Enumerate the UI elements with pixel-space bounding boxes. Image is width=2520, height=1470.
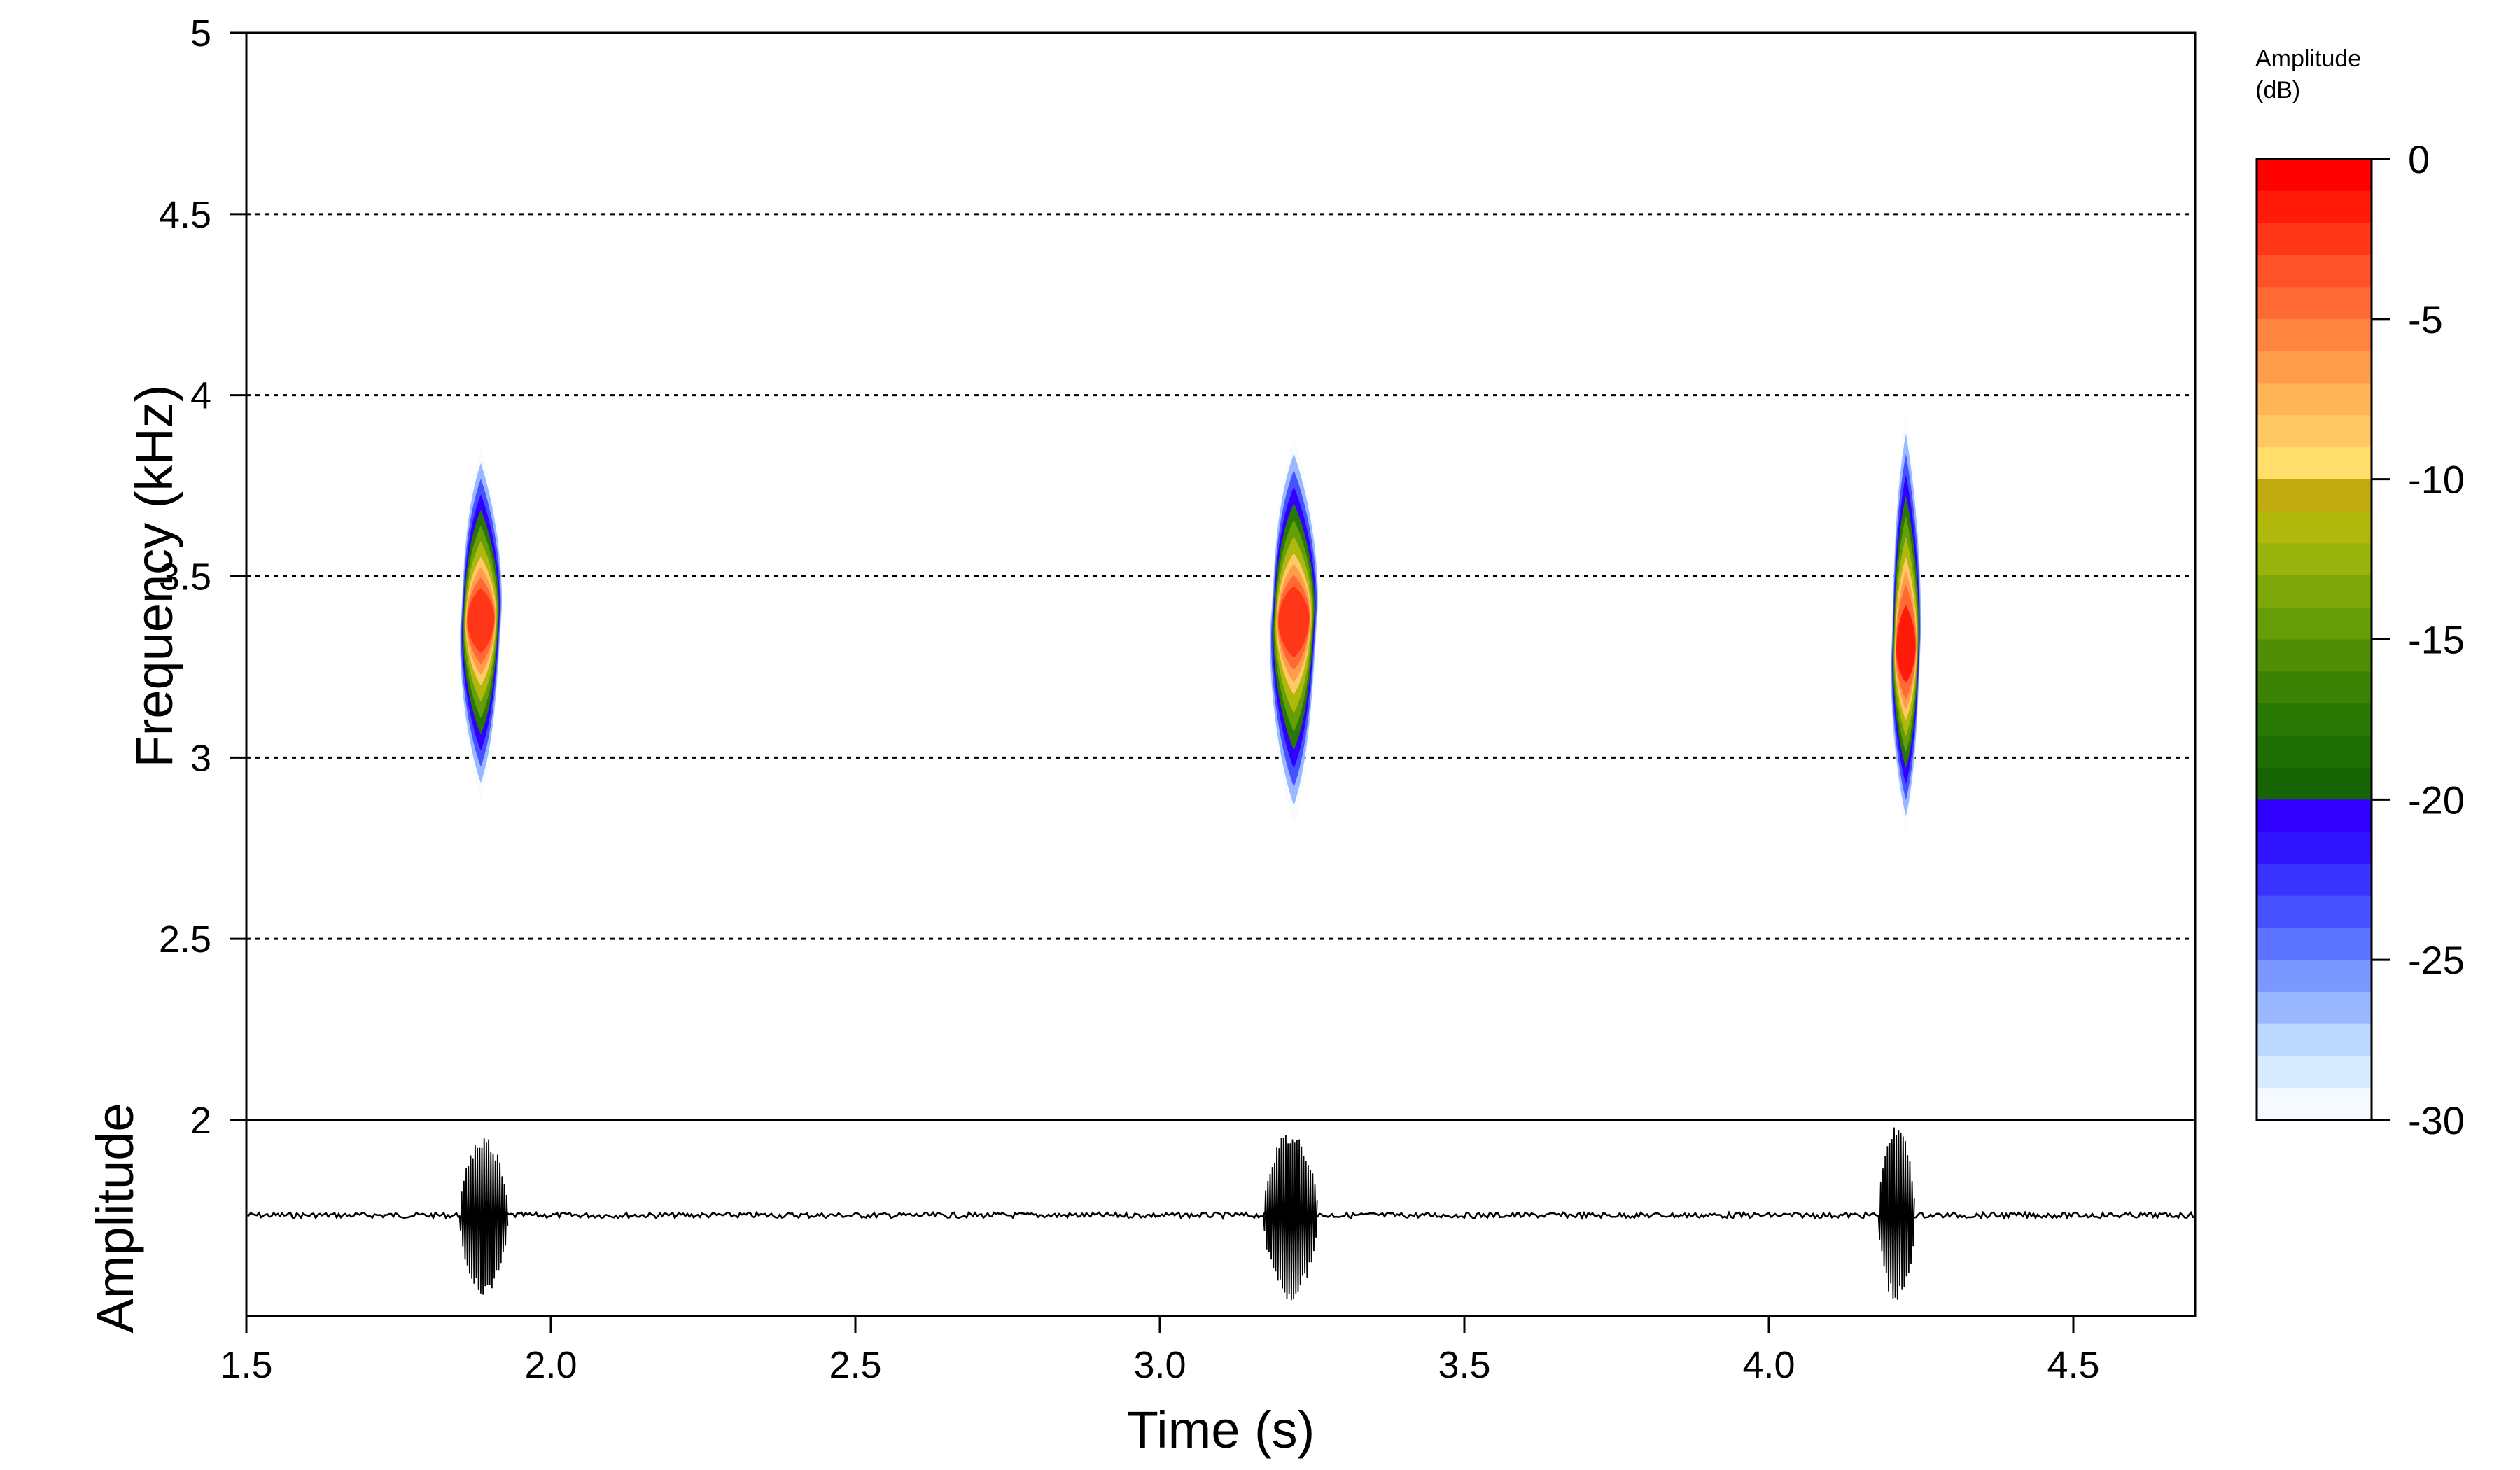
colorbar-title: Amplitude <box>2255 46 2361 72</box>
colorbar-segment <box>2257 511 2372 544</box>
y-axis-title-amplitude: Amplitude <box>86 1102 144 1333</box>
colorbar-segment <box>2257 832 2372 864</box>
oscillogram-frame <box>245 1119 2197 1317</box>
call-contour <box>467 587 495 654</box>
y-tick-label: 5 <box>190 13 211 55</box>
colorbar-segment <box>2257 447 2372 480</box>
x-tick-label: 4.0 <box>1742 1344 1795 1386</box>
x-tick-label: 2.5 <box>829 1344 881 1386</box>
colorbar-title-unit: (dB) <box>2255 77 2300 104</box>
x-tick-label: 3.0 <box>1133 1344 1186 1386</box>
colorbar-segment <box>2257 1088 2372 1121</box>
colorbar-segment <box>2257 255 2372 288</box>
colorbar-segment <box>2257 767 2372 800</box>
colorbar-segment <box>2257 607 2372 640</box>
colorbar-segment <box>2257 863 2372 897</box>
colorbar: 0 -5 -10 -15 -20 -25 -30 Amplitude (dB) <box>2255 46 2465 1142</box>
colorbar-segment <box>2257 159 2372 192</box>
colorbar-segment <box>2257 1023 2372 1057</box>
call-contour <box>1278 586 1310 658</box>
y-tick-label: 3.5 <box>159 556 211 598</box>
y-tick-label: 2 <box>190 1100 211 1142</box>
y-tick-label: 4.5 <box>159 194 211 236</box>
oscillogram-burst <box>1263 1135 1318 1301</box>
colorbar-segment <box>2257 927 2372 960</box>
colorbar-tick-label: -5 <box>2408 298 2443 342</box>
colorbar-tick-label: -20 <box>2408 778 2465 822</box>
colorbar-segment <box>2257 383 2372 416</box>
axis-ticks: 1.5 2.0 2.5 3.0 3.5 4.0 4.5 2 2.5 3 3.5 4 4.5 5 <box>159 13 2100 1386</box>
colorbar-tick-label: -25 <box>2408 938 2465 982</box>
colorbar-tick-label: 0 <box>2408 137 2430 181</box>
colorbar-segment <box>2257 190 2372 224</box>
oscillogram-waveform <box>246 1127 2196 1301</box>
colorbar-segment <box>2257 223 2372 255</box>
spectrogram-calls <box>458 413 1922 832</box>
axis-labels: Time (s) Frequency (kHz) Amplitude <box>86 385 1315 1459</box>
colorbar-segment <box>2257 671 2372 704</box>
y-tick-label: 2.5 <box>159 918 211 960</box>
y-axis-title-frequency: Frequency (kHz) <box>125 385 183 768</box>
y-tick-label: 3 <box>190 737 211 779</box>
spectrogram-call <box>1890 413 1922 832</box>
colorbar-segment <box>2257 575 2372 608</box>
spectrogram-call <box>1268 437 1320 825</box>
colorbar-segment <box>2257 479 2372 512</box>
colorbar-tick-label: -10 <box>2408 458 2465 502</box>
colorbar-segment <box>2257 960 2372 993</box>
colorbar-tick-label: -15 <box>2408 618 2465 662</box>
colorbar-segment <box>2257 351 2372 384</box>
x-tick-label: 3.5 <box>1438 1344 1490 1386</box>
colorbar-segment <box>2257 318 2372 352</box>
colorbar-segment <box>2257 415 2372 448</box>
grid-lines <box>246 213 2195 940</box>
spectrogram-call <box>458 447 503 799</box>
colorbar-segment <box>2257 287 2372 320</box>
x-axis-title: Time (s) <box>1127 1401 1315 1459</box>
x-tick-label: 1.5 <box>220 1344 272 1386</box>
call-contour <box>1896 605 1916 683</box>
y-tick-label: 4 <box>190 375 211 417</box>
colorbar-segment <box>2257 799 2372 832</box>
x-tick-label: 4.5 <box>2047 1344 2099 1386</box>
oscillogram-burst <box>1877 1127 1915 1300</box>
colorbar-segment <box>2257 895 2372 928</box>
x-tick-label: 2.0 <box>524 1344 577 1386</box>
colorbar-segment <box>2257 704 2372 736</box>
colorbar-segment <box>2257 991 2372 1025</box>
colorbar-segment <box>2257 543 2372 576</box>
colorbar-segment <box>2257 1056 2372 1088</box>
oscillogram-noise <box>246 1210 2196 1221</box>
colorbar-segment <box>2257 639 2372 672</box>
colorbar-segment <box>2257 735 2372 769</box>
oscillogram-burst <box>458 1138 509 1295</box>
colorbar-tick-label: -30 <box>2408 1098 2465 1142</box>
